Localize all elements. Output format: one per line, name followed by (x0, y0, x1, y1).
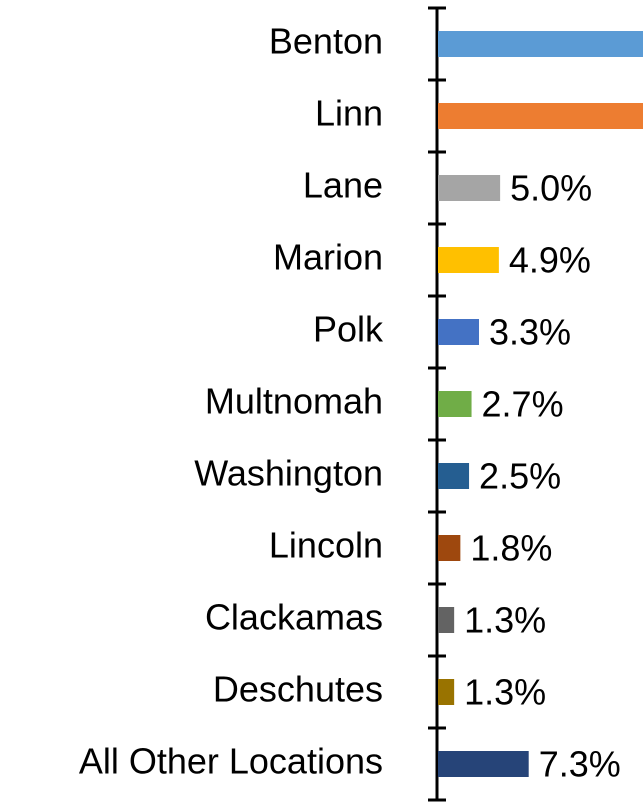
category-label: Polk (313, 309, 384, 350)
bar (438, 175, 501, 201)
bar (438, 751, 529, 777)
bar (438, 535, 461, 561)
value-label: 2.5% (479, 456, 561, 497)
bar (438, 319, 479, 345)
value-label: 1.8% (470, 528, 552, 569)
category-label: Deschutes (213, 669, 383, 710)
category-label: Lane (303, 165, 383, 206)
category-label: Washington (194, 453, 383, 494)
value-label: 1.3% (464, 600, 546, 641)
value-label: 2.7% (482, 384, 564, 425)
category-label: All Other Locations (79, 741, 383, 782)
bar (438, 463, 470, 489)
category-label: Clackamas (205, 597, 383, 638)
category-label: Marion (273, 237, 383, 278)
value-label: 1.3% (464, 672, 546, 713)
category-label: Multnomah (205, 381, 383, 422)
category-label: Lincoln (269, 525, 383, 566)
bar (438, 103, 643, 129)
bar (438, 31, 643, 57)
value-label: 7.3% (539, 744, 621, 785)
bar (438, 391, 472, 417)
category-label: Linn (315, 93, 383, 134)
bar (438, 679, 455, 705)
value-label: 3.3% (489, 312, 571, 353)
category-label: Benton (269, 21, 383, 62)
bar (438, 247, 499, 273)
value-label: 5.0% (510, 168, 592, 209)
value-label: 4.9% (509, 240, 591, 281)
bar (438, 607, 455, 633)
